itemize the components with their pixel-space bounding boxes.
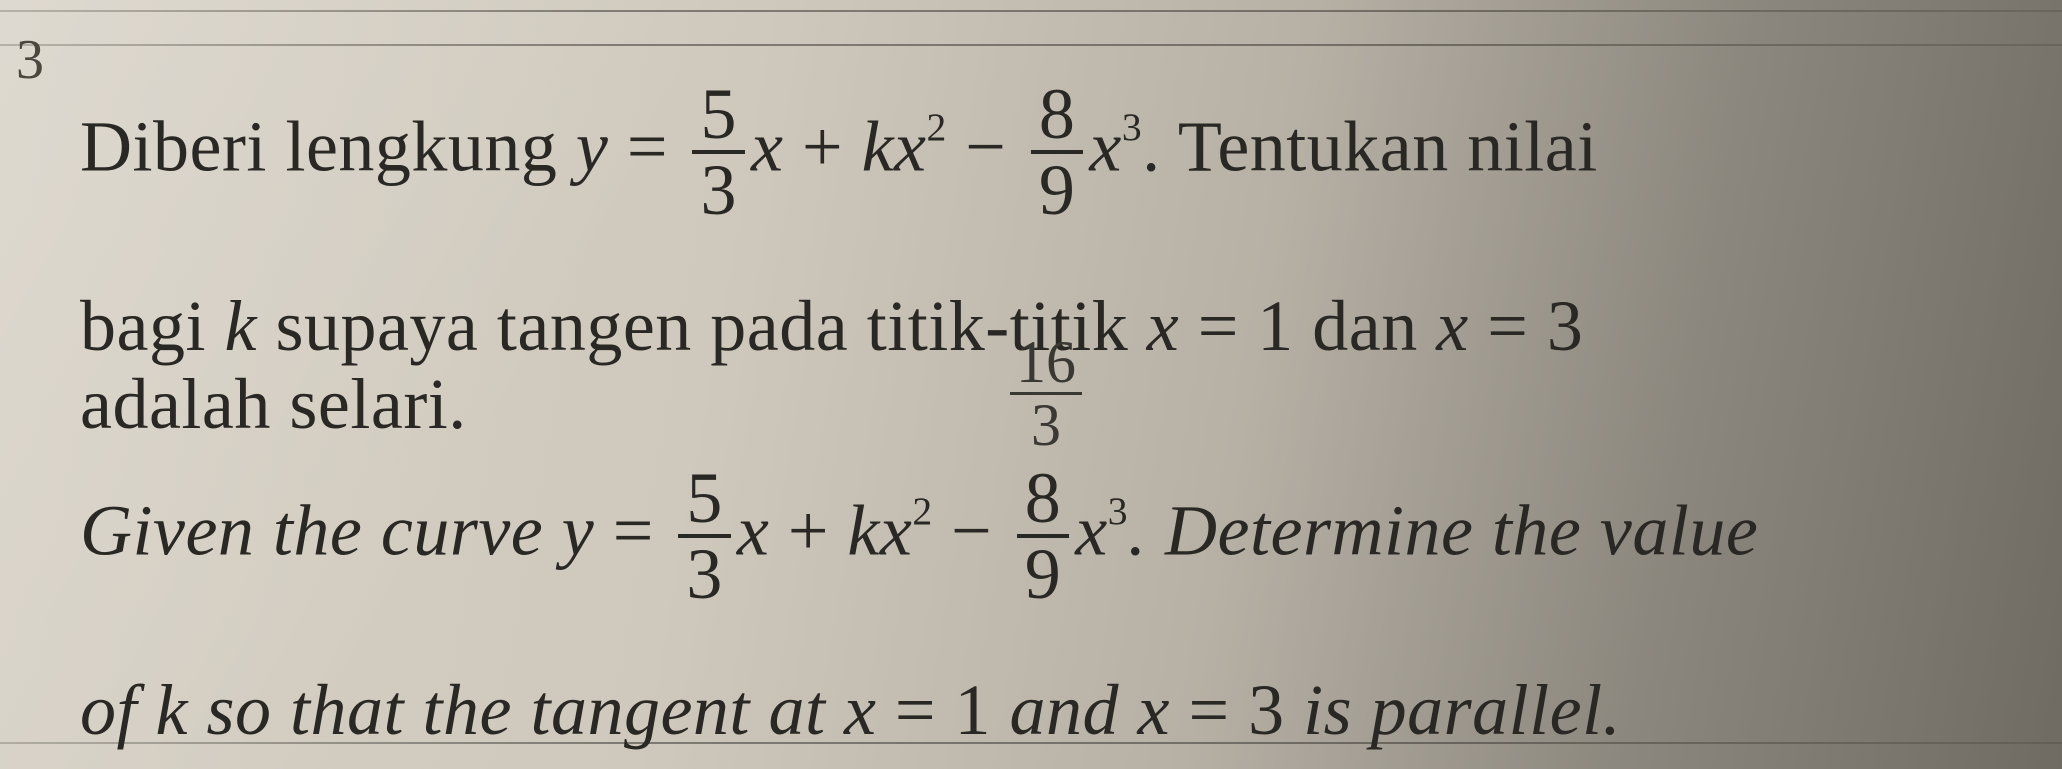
text-adalah-selari: adalah selari. — [80, 364, 467, 444]
denominator: 9 — [1031, 154, 1084, 226]
var-x: x — [751, 107, 783, 187]
fraction-8-9: 8 9 — [1017, 462, 1070, 610]
var-k: k — [862, 107, 894, 187]
eq-sign: = — [1469, 286, 1547, 366]
exponent-3: 3 — [1108, 489, 1128, 533]
denominator: 3 — [678, 538, 731, 610]
minus: − — [947, 107, 1025, 187]
var-x: x — [1147, 286, 1179, 366]
equation-english: y = 5 3 x + kx2 − 8 9 x3 — [562, 464, 1128, 612]
text-so-that: so that the tangent at — [188, 670, 844, 750]
fraction-5-3: 5 3 — [678, 462, 731, 610]
var-x: x — [1089, 107, 1121, 187]
text-determine: . Determine the value — [1128, 491, 1758, 571]
numerator: 8 — [1031, 78, 1084, 154]
numerator: 5 — [678, 462, 731, 538]
numerator: 8 — [1017, 462, 1070, 538]
eq-sign: = — [876, 670, 954, 750]
text-dan: dan — [1294, 286, 1436, 366]
malay-line-1: Diberi lengkung y = 5 3 x + kx2 − 8 9 x3… — [80, 80, 2014, 228]
eq-sign: = — [1179, 286, 1257, 366]
text-diberi: Diberi lengkung — [80, 107, 576, 187]
text-is-parallel: is parallel. — [1285, 670, 1622, 750]
denominator: 3 — [692, 154, 745, 226]
exponent-2: 2 — [912, 489, 932, 533]
var-x: x — [1075, 491, 1107, 571]
var-x: x — [1436, 286, 1468, 366]
plus: + — [769, 491, 847, 571]
text-bagi: bagi — [80, 286, 224, 366]
margin-question-number: 3 — [16, 28, 44, 92]
text-of: of — [80, 670, 156, 750]
exponent-2: 2 — [927, 105, 947, 149]
english-line-1: Given the curve y = 5 3 x + kx2 − 8 9 x3… — [80, 464, 2014, 612]
var-y: y — [576, 107, 608, 187]
text-tentukan: . Tentukan nilai — [1142, 107, 1598, 187]
var-k: k — [156, 670, 188, 750]
plus: + — [783, 107, 861, 187]
handwritten-answer-fraction: 16 3 — [1010, 332, 1082, 455]
var-k: k — [847, 491, 879, 571]
eq-sign: = — [608, 107, 686, 187]
text-and: and — [991, 670, 1138, 750]
denominator: 9 — [1017, 538, 1070, 610]
num-3: 3 — [1248, 670, 1285, 750]
text-given: Given the curve — [80, 491, 562, 571]
exponent-3: 3 — [1122, 105, 1142, 149]
num-1: 1 — [955, 670, 992, 750]
var-x: x — [737, 491, 769, 571]
num-3: 3 — [1547, 286, 1584, 366]
eq-sign: = — [594, 491, 672, 571]
var-y: y — [562, 491, 594, 571]
fraction-5-3: 5 3 — [692, 78, 745, 226]
equation-malay: y = 5 3 x + kx2 − 8 9 x3 — [576, 80, 1142, 228]
num-1: 1 — [1257, 286, 1294, 366]
eq-sign: = — [1170, 670, 1248, 750]
var-x: x — [894, 107, 926, 187]
minus: − — [933, 491, 1011, 571]
var-x: x — [1138, 670, 1170, 750]
numerator: 5 — [692, 78, 745, 154]
var-k: k — [224, 286, 256, 366]
var-x: x — [844, 670, 876, 750]
english-line-2: of k so that the tangent at x = 1 and x … — [80, 674, 2014, 746]
var-x: x — [880, 491, 912, 571]
handwritten-denominator: 3 — [1010, 395, 1082, 455]
fraction-8-9: 8 9 — [1031, 78, 1084, 226]
handwritten-numerator: 16 — [1010, 332, 1082, 395]
